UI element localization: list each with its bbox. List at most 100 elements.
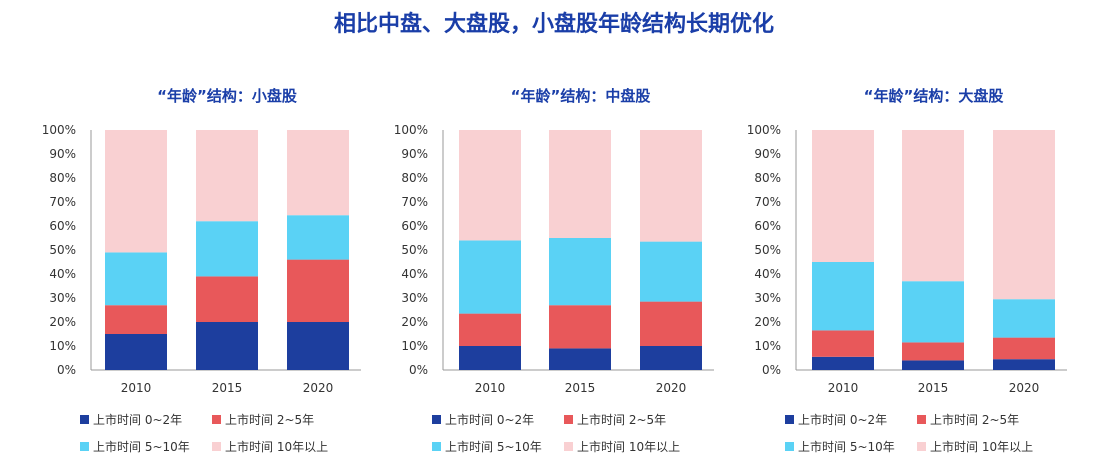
bar-segment-2010-series-2	[105, 252, 167, 306]
legend-label: 上市时间 10年以上	[577, 439, 680, 454]
bar-segment-2020-series-0	[287, 322, 349, 370]
bar-segment-2015-series-1	[549, 305, 611, 349]
bar-segment-2015-series-2	[549, 238, 611, 306]
bar-segment-2015-series-1	[902, 342, 964, 361]
legend-swatch-1	[212, 415, 221, 424]
y-tick-label: 70%	[49, 195, 76, 209]
bar-segment-2015-series-0	[902, 360, 964, 370]
bar-segment-2015-series-1	[196, 276, 258, 322]
bar-segment-2020-series-0	[640, 346, 702, 370]
bar-segment-2020-series-2	[993, 299, 1055, 338]
y-tick-label: 80%	[401, 171, 428, 185]
bar-segment-2010-series-1	[105, 305, 167, 334]
main-title: 相比中盘、大盘股，小盘股年龄结构长期优化	[333, 12, 774, 37]
x-tick-label: 2015	[212, 381, 243, 395]
x-tick-label: 2015	[565, 381, 596, 395]
y-tick-label: 40%	[49, 267, 76, 281]
y-tick-label: 90%	[49, 147, 76, 161]
y-tick-label: 90%	[754, 147, 781, 161]
legend-label: 上市时间 0~2年	[93, 412, 182, 427]
y-tick-label: 30%	[754, 291, 781, 305]
y-tick-label: 40%	[754, 267, 781, 281]
x-tick-label: 2020	[656, 381, 687, 395]
bar-segment-2010-series-0	[459, 346, 521, 370]
bar-segment-2020-series-1	[640, 301, 702, 346]
legend-label: 上市时间 10年以上	[930, 439, 1033, 454]
y-tick-label: 60%	[401, 219, 428, 233]
y-tick-label: 0%	[762, 363, 781, 377]
legend-label: 上市时间 5~10年	[445, 439, 542, 454]
bar-segment-2015-series-2	[196, 221, 258, 277]
legend-swatch-0	[432, 415, 441, 424]
legend-label: 上市时间 5~10年	[798, 439, 895, 454]
y-tick-label: 50%	[754, 243, 781, 257]
legend-label: 上市时间 0~2年	[445, 412, 534, 427]
y-tick-label: 70%	[754, 195, 781, 209]
bar-segment-2020-series-3	[993, 130, 1055, 300]
bar-segment-2015-series-0	[196, 322, 258, 370]
bar-segment-2015-series-0	[549, 348, 611, 370]
y-tick-label: 20%	[754, 315, 781, 329]
bar-segment-2020-series-1	[993, 337, 1055, 360]
legend-swatch-2	[80, 442, 89, 451]
y-tick-label: 30%	[49, 291, 76, 305]
bar-segment-2010-series-2	[459, 240, 521, 314]
y-tick-label: 20%	[49, 315, 76, 329]
y-tick-label: 60%	[49, 219, 76, 233]
bar-segment-2015-series-3	[902, 130, 964, 282]
bar-segment-2010-series-1	[812, 330, 874, 357]
y-tick-label: 0%	[57, 363, 76, 377]
bar-segment-2015-series-3	[549, 130, 611, 238]
bar-segment-2020-series-1	[287, 259, 349, 322]
y-tick-label: 50%	[49, 243, 76, 257]
y-tick-label: 0%	[409, 363, 428, 377]
y-tick-label: 80%	[754, 171, 781, 185]
legend-swatch-2	[432, 442, 441, 451]
panel-title: “年龄”结构：小盘股	[157, 87, 298, 105]
panel-title: “年龄”结构：大盘股	[864, 87, 1005, 105]
y-tick-label: 40%	[401, 267, 428, 281]
y-tick-label: 30%	[401, 291, 428, 305]
legend-label: 上市时间 2~5年	[225, 412, 314, 427]
x-tick-label: 2010	[475, 381, 506, 395]
legend-label: 上市时间 2~5年	[930, 412, 1019, 427]
bar-segment-2010-series-3	[459, 130, 521, 241]
bar-segment-2020-series-2	[287, 215, 349, 260]
legend-label: 上市时间 10年以上	[225, 439, 328, 454]
y-tick-label: 10%	[49, 339, 76, 353]
legend-label: 上市时间 2~5年	[577, 412, 666, 427]
y-tick-label: 100%	[394, 123, 428, 137]
bar-segment-2020-series-3	[287, 130, 349, 216]
legend-label: 上市时间 0~2年	[798, 412, 887, 427]
x-tick-label: 2010	[828, 381, 859, 395]
legend-swatch-2	[785, 442, 794, 451]
y-tick-label: 100%	[747, 123, 781, 137]
x-tick-label: 2015	[918, 381, 949, 395]
y-tick-label: 50%	[401, 243, 428, 257]
y-tick-label: 20%	[401, 315, 428, 329]
bar-segment-2015-series-3	[196, 130, 258, 222]
y-tick-label: 90%	[401, 147, 428, 161]
panel-title: “年龄”结构：中盘股	[511, 87, 652, 105]
x-tick-label: 2020	[1009, 381, 1040, 395]
bar-segment-2020-series-2	[640, 241, 702, 302]
bar-segment-2010-series-0	[105, 334, 167, 370]
y-tick-label: 80%	[49, 171, 76, 185]
bar-segment-2010-series-2	[812, 262, 874, 331]
bar-segment-2010-series-1	[459, 313, 521, 346]
bar-segment-2015-series-2	[902, 281, 964, 343]
y-tick-label: 10%	[754, 339, 781, 353]
bar-segment-2020-series-3	[640, 130, 702, 242]
y-tick-label: 60%	[754, 219, 781, 233]
bar-segment-2010-series-3	[812, 130, 874, 262]
legend-swatch-0	[80, 415, 89, 424]
bar-segment-2020-series-0	[993, 359, 1055, 370]
x-tick-label: 2020	[303, 381, 334, 395]
legend-swatch-3	[212, 442, 221, 451]
legend-swatch-0	[785, 415, 794, 424]
y-tick-label: 100%	[42, 123, 76, 137]
x-tick-label: 2010	[121, 381, 152, 395]
legend-label: 上市时间 5~10年	[93, 439, 190, 454]
bar-segment-2010-series-0	[812, 356, 874, 370]
